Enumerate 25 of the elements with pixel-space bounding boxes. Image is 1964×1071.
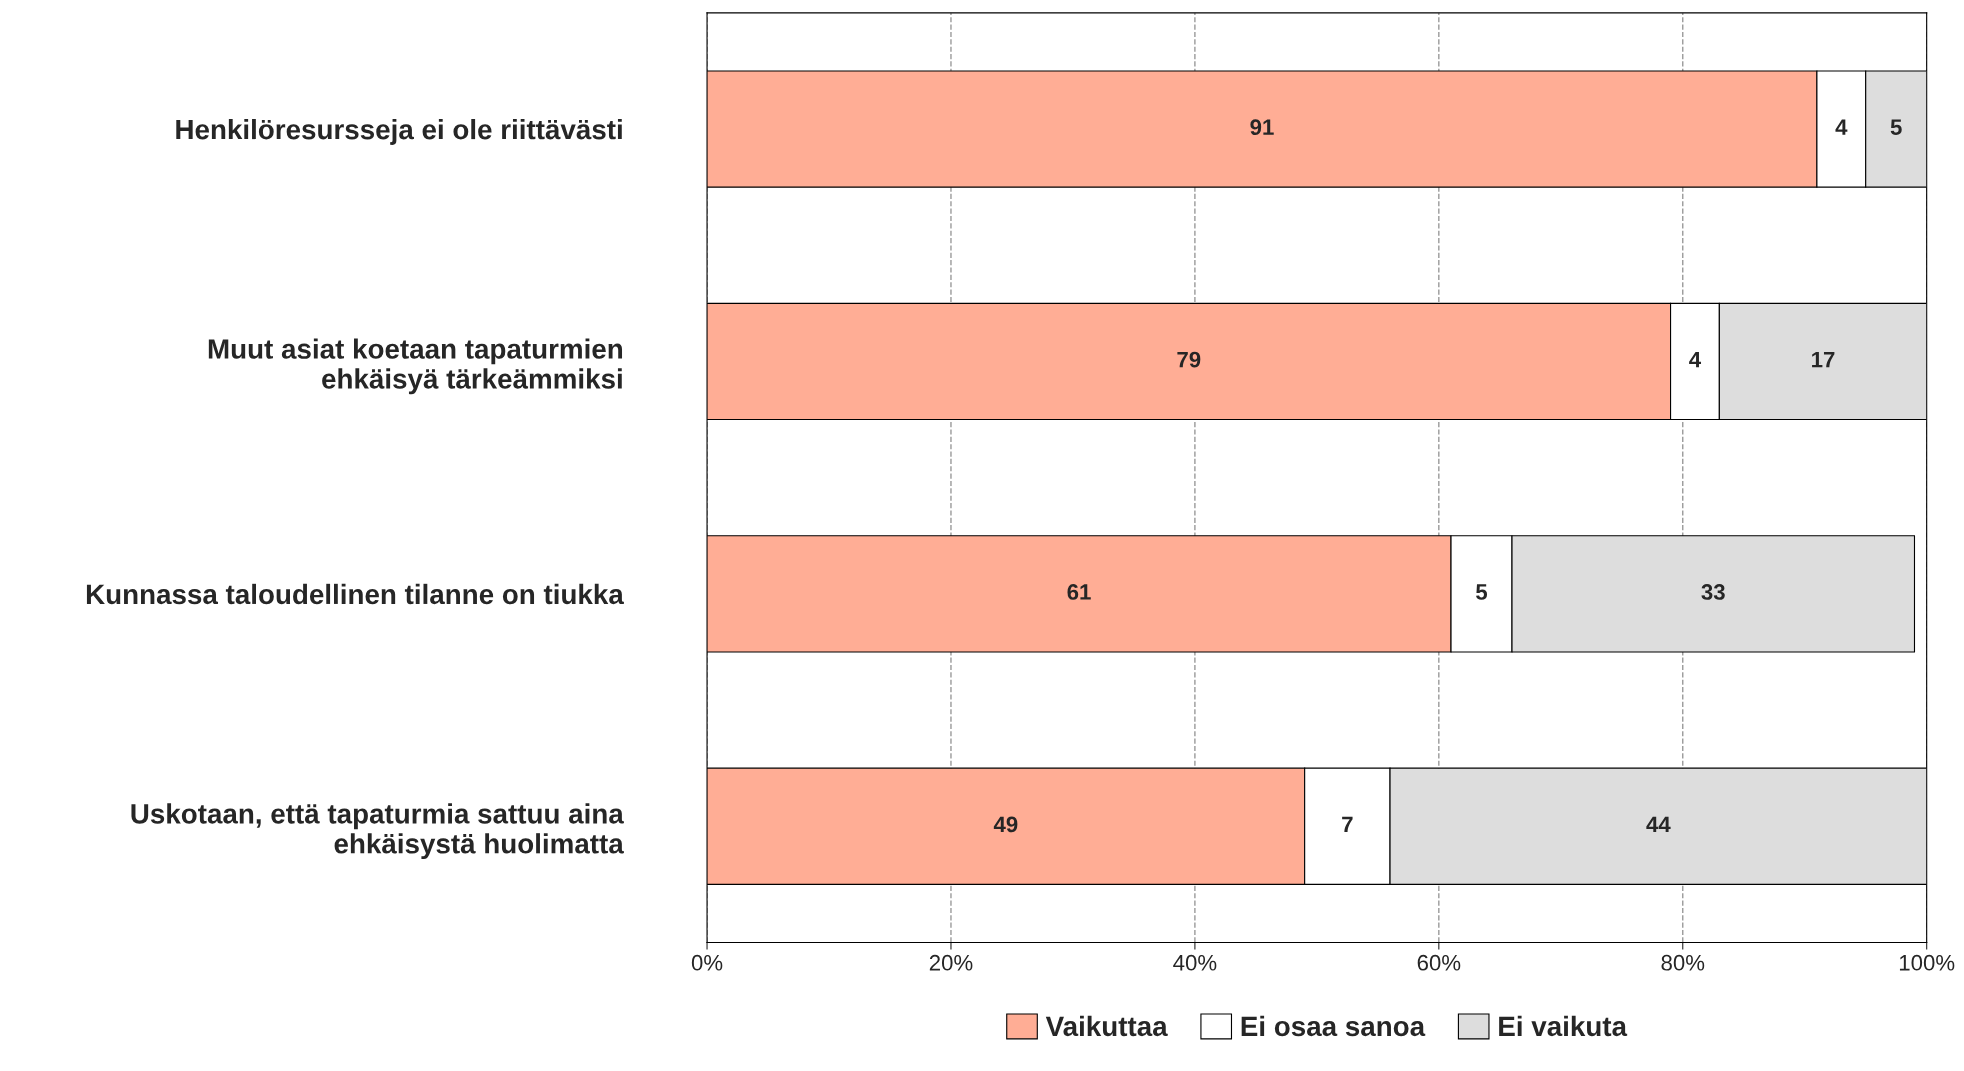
data-label: 33 [1701, 584, 1725, 600]
x-tick-label: 60% [1417, 954, 1461, 971]
legend-label: Vaikuttaa [1045, 1015, 1168, 1037]
x-tick-label: 0% [691, 954, 723, 971]
data-label: 61 [1067, 584, 1091, 600]
y-tick-label: Uskotaan, että tapaturmia sattuu aina ehkäisystä huolimatta [131, 803, 624, 860]
data-label: 91 [1250, 119, 1274, 136]
x-tick-label: 100% [1899, 954, 1955, 971]
data-label: 4 [1689, 351, 1702, 368]
legend-label: Ei vaikuta [1499, 1015, 1628, 1037]
legend-label: Ei osaa sanoa [1241, 1015, 1426, 1037]
data-label: 5 [1890, 119, 1902, 136]
data-label: 49 [993, 816, 1018, 833]
y-tick-label: Henkilöresursseja ei ole riittävästi [176, 118, 622, 145]
data-label: 4 [1835, 119, 1848, 135]
data-label: 79 [1177, 351, 1201, 368]
y-tick-label: Kunnassa taloudellinen tilanne on tiukka [86, 583, 624, 605]
y-tick-label: Muut asiat koetaan tapaturmien ehkäisyä tärkeämmiksi [208, 338, 623, 395]
x-tick-label: 40% [1173, 954, 1217, 971]
x-tick-label: 20% [929, 954, 973, 971]
data-label: 7 [1342, 816, 1353, 833]
x-tick-label: 80% [1661, 954, 1705, 971]
data-label: 17 [1812, 351, 1835, 368]
data-label: 44 [1646, 816, 1671, 833]
data-label: 5 [1476, 584, 1488, 600]
